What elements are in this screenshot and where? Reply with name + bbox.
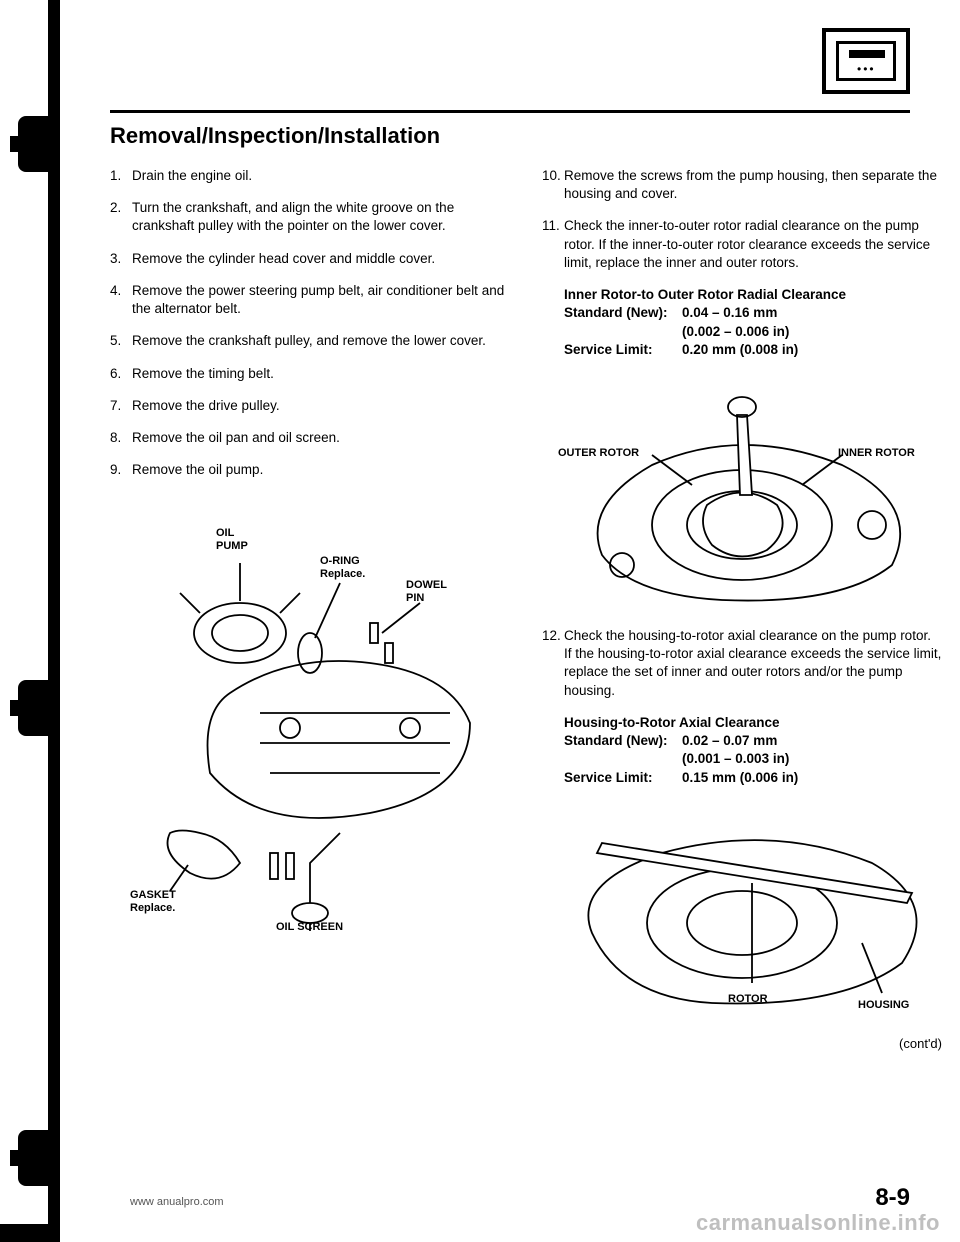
step-num: 6. <box>110 365 132 383</box>
step-text: Turn the crankshaft, and align the white… <box>132 199 510 235</box>
page-number: 8-9 <box>875 1184 910 1212</box>
step: 1.Drain the engine oil. <box>110 167 510 185</box>
rule-top <box>110 110 910 113</box>
step: 8.Remove the oil pan and oil screen. <box>110 429 510 447</box>
step-text: Remove the oil pump. <box>132 461 510 479</box>
figure-svg <box>542 803 942 1023</box>
label-dowel: DOWEL PIN <box>406 579 447 603</box>
step-num: 8. <box>110 429 132 447</box>
page: Removal/Inspection/Installation 1.Drain … <box>60 0 960 1242</box>
step: 5.Remove the crankshaft pulley, and remo… <box>110 332 510 350</box>
step-num: 4. <box>110 282 132 318</box>
step-text: Remove the oil pan and oil screen. <box>132 429 510 447</box>
step-text: Remove the cylinder head cover and middl… <box>132 250 510 268</box>
step-text: Remove the screws from the pump housing,… <box>564 167 942 203</box>
step-text: Check the housing-to-rotor axial clearan… <box>564 627 942 700</box>
step-num: 10. <box>542 167 564 203</box>
brand-logo <box>822 28 910 94</box>
spec-title: Housing-to-Rotor Axial Clearance <box>564 714 942 732</box>
label-housing: HOUSING <box>858 999 909 1011</box>
step-text: Check the inner-to-outer rotor radial cl… <box>564 217 942 272</box>
label-oring: O-RING Replace. <box>320 555 365 579</box>
step-text: Remove the crankshaft pulley, and remove… <box>132 332 510 350</box>
figure-rotor-radial: OUTER ROTOR INNER ROTOR <box>542 375 942 615</box>
label-screen: OIL SCREEN <box>276 921 343 933</box>
step-num: 3. <box>110 250 132 268</box>
contd: (cont'd) <box>542 1035 942 1053</box>
step: 7.Remove the drive pulley. <box>110 397 510 415</box>
page-title: Removal/Inspection/Installation <box>110 123 910 149</box>
label-inner-rotor: INNER ROTOR <box>838 447 915 459</box>
label-outer-rotor: OUTER ROTOR <box>558 447 639 459</box>
step-num: 1. <box>110 167 132 185</box>
step: 6.Remove the timing belt. <box>110 365 510 383</box>
content-columns: 1.Drain the engine oil. 2.Turn the crank… <box>110 167 910 1052</box>
left-column: 1.Drain the engine oil. 2.Turn the crank… <box>110 167 510 1052</box>
spec-axial: Housing-to-Rotor Axial Clearance Standar… <box>564 714 942 787</box>
spec-std-label: Standard (New): <box>564 304 682 322</box>
spec-std-val: 0.02 – 0.07 mm <box>682 732 777 750</box>
spec-std-in: (0.002 – 0.006 in) <box>682 323 942 341</box>
spec-std-in: (0.001 – 0.003 in) <box>682 750 942 768</box>
step-num: 9. <box>110 461 132 479</box>
label-rotor: ROTOR <box>728 993 768 1005</box>
figure-svg <box>542 375 942 615</box>
spec-std-val: 0.04 – 0.16 mm <box>682 304 777 322</box>
step-text: Remove the drive pulley. <box>132 397 510 415</box>
step-num: 11. <box>542 217 564 272</box>
step-text: Remove the power steering pump belt, air… <box>132 282 510 318</box>
step: 4.Remove the power steering pump belt, a… <box>110 282 510 318</box>
spec-svc-label: Service Limit: <box>564 341 682 359</box>
label-oil-pump: OIL PUMP <box>216 527 248 551</box>
step: 12.Check the housing-to-rotor axial clea… <box>542 627 942 700</box>
label-gasket: GASKET Replace. <box>130 889 176 913</box>
step-num: 12. <box>542 627 564 700</box>
footer-left: www anualpro.com <box>130 1196 224 1208</box>
step: 3.Remove the cylinder head cover and mid… <box>110 250 510 268</box>
watermark: carmanualsonline.info <box>696 1210 940 1236</box>
figure-svg <box>110 493 510 933</box>
step: 10.Remove the screws from the pump housi… <box>542 167 942 203</box>
spec-svc-label: Service Limit: <box>564 769 682 787</box>
step: 2.Turn the crankshaft, and align the whi… <box>110 199 510 235</box>
figure-oil-pump: OIL PUMP O-RING Replace. DOWEL PIN GASKE… <box>110 493 510 933</box>
step-num: 5. <box>110 332 132 350</box>
spec-svc-val: 0.15 mm (0.006 in) <box>682 769 798 787</box>
spec-title: Inner Rotor-to Outer Rotor Radial Cleara… <box>564 286 942 304</box>
right-steps-b: 12.Check the housing-to-rotor axial clea… <box>542 627 942 700</box>
figure-rotor-axial: ROTOR HOUSING <box>542 803 942 1023</box>
step-num: 2. <box>110 199 132 235</box>
right-steps-a: 10.Remove the screws from the pump housi… <box>542 167 942 272</box>
step-text: Remove the timing belt. <box>132 365 510 383</box>
step: 11.Check the inner-to-outer rotor radial… <box>542 217 942 272</box>
spec-std-label: Standard (New): <box>564 732 682 750</box>
step-text: Drain the engine oil. <box>132 167 510 185</box>
right-column: 10.Remove the screws from the pump housi… <box>542 167 942 1052</box>
spec-radial: Inner Rotor-to Outer Rotor Radial Cleara… <box>564 286 942 359</box>
left-steps: 1.Drain the engine oil. 2.Turn the crank… <box>110 167 510 479</box>
spec-svc-val: 0.20 mm (0.008 in) <box>682 341 798 359</box>
step: 9.Remove the oil pump. <box>110 461 510 479</box>
step-num: 7. <box>110 397 132 415</box>
